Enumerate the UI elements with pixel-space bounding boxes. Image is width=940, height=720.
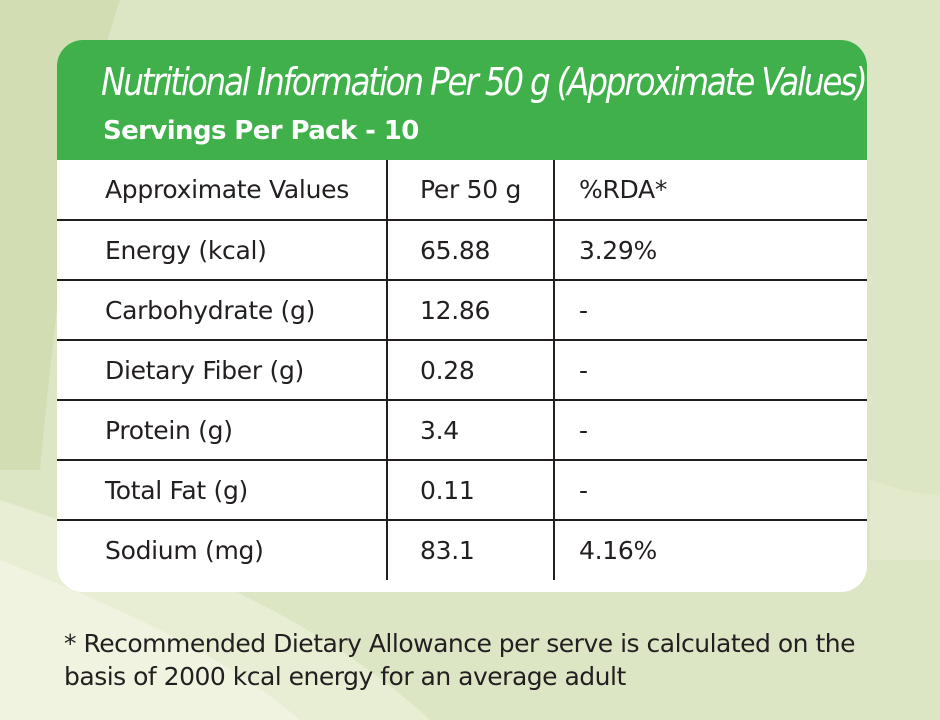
nutrient-name: Dietary Fiber (g) [57, 340, 388, 401]
table-header-row: Approximate Values Per 50 g %RDA* [57, 160, 867, 221]
panel-subtitle: Servings Per Pack - 10 [103, 116, 419, 146]
nutrient-name: Carbohydrate (g) [57, 280, 388, 341]
nutrient-rda: - [554, 340, 867, 401]
table-row: Total Fat (g) 0.11 - [57, 460, 867, 521]
column-header: Approximate Values [57, 160, 388, 221]
nutrient-name: Total Fat (g) [57, 460, 388, 521]
nutrient-name: Energy (kcal) [57, 220, 388, 281]
nutrient-value: 65.88 [387, 220, 555, 281]
nutrient-rda: 4.16% [579, 536, 657, 565]
table-row: Sodium (mg) 83.1 4.16% [57, 520, 867, 580]
nutrient-name: Protein (g) [57, 400, 388, 461]
nutrient-rda: - [554, 400, 867, 461]
table-row: Energy (kcal) 65.88 3.29% [57, 220, 867, 281]
rda-footnote: * Recommended Dietary Allowance per serv… [64, 627, 924, 693]
column-header: %RDA* [554, 160, 867, 221]
table-row: Dietary Fiber (g) 0.28 - [57, 340, 867, 401]
table-row: Carbohydrate (g) 12.86 - [57, 280, 867, 341]
column-header: Per 50 g [387, 160, 555, 221]
nutrient-name: Sodium (mg) [57, 520, 388, 580]
panel-header: Nutritional Information Per 50 g (Approx… [57, 40, 867, 160]
nutrition-table: Approximate Values Per 50 g %RDA* Energy… [57, 160, 867, 580]
nutrient-value: 0.11 [387, 460, 555, 521]
nutrient-rda: - [554, 460, 867, 521]
nutrient-rda: 3.29% [554, 220, 867, 281]
nutrient-rda: - [554, 280, 867, 341]
nutrient-value: 12.86 [387, 280, 555, 341]
nutrient-value: 3.4 [387, 400, 555, 461]
footnote-line: * Recommended Dietary Allowance per serv… [64, 629, 856, 658]
nutrient-value: 0.28 [387, 340, 555, 401]
table-row: Protein (g) 3.4 - [57, 400, 867, 461]
nutrition-panel: Nutritional Information Per 50 g (Approx… [57, 40, 867, 592]
nutrient-value: 83.1 [387, 520, 555, 580]
footnote-line: basis of 2000 kcal energy for an average… [64, 662, 626, 691]
panel-title: Nutritional Information Per 50 g (Approx… [101, 60, 867, 104]
